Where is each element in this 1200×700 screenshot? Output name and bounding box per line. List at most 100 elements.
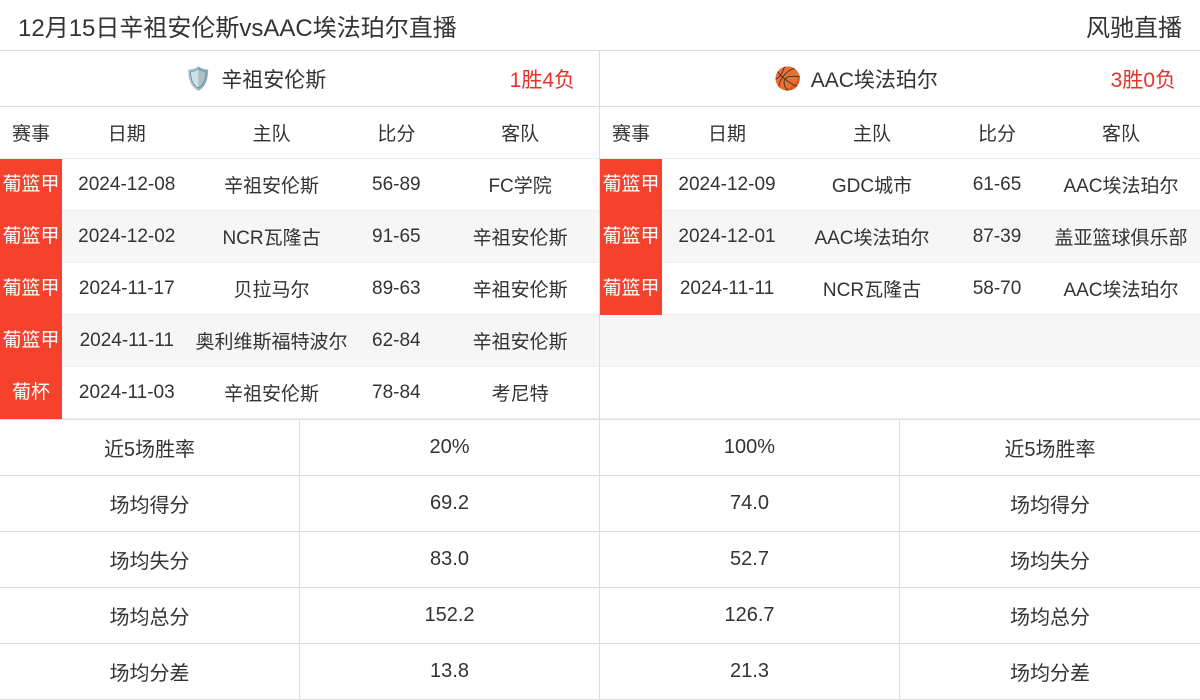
stat-row: 场均得分69.274.0场均得分 [0, 476, 1200, 532]
home-team: 辛祖安伦斯 [192, 379, 352, 406]
col-home: 主队 [192, 119, 352, 146]
stat-label-right: 场均失分 [900, 532, 1200, 588]
page-header: 12月15日辛祖安伦斯vsAAC埃法珀尔直播 风驰直播 [0, 0, 1200, 50]
table-row: 葡篮甲2024-11-11NCR瓦隆古58-70AAC埃法珀尔 [600, 263, 1200, 315]
brand-name: 风驰直播 [1086, 8, 1182, 43]
stat-label-left: 场均失分 [0, 532, 300, 588]
match-score: 58-70 [952, 278, 1042, 300]
right-table-header: 赛事 日期 主队 比分 客队 [600, 107, 1200, 159]
match-score: 89-63 [351, 278, 441, 300]
league-badge: 葡篮甲 [0, 211, 62, 263]
empty-row [600, 315, 1200, 367]
col-date: 日期 [62, 119, 192, 146]
stat-row: 近5场胜率20%100%近5场胜率 [0, 420, 1200, 476]
home-team: 奥利维斯福特波尔 [192, 327, 352, 354]
page-title: 12月15日辛祖安伦斯vsAAC埃法珀尔直播 [18, 8, 457, 43]
match-date: 2024-12-09 [662, 174, 792, 196]
away-team: AAC埃法珀尔 [1042, 171, 1200, 198]
stat-value-left: 20% [300, 420, 600, 476]
stats-table: 近5场胜率20%100%近5场胜率场均得分69.274.0场均得分场均失分83.… [0, 419, 1200, 700]
col-away: 客队 [1042, 119, 1200, 146]
col-home: 主队 [792, 119, 952, 146]
col-away: 客队 [441, 119, 599, 146]
match-date: 2024-12-08 [62, 174, 192, 196]
comparison-panel: 🛡️ 辛祖安伦斯 1胜4负 赛事 日期 主队 比分 客队 葡篮甲2024-12-… [0, 50, 1200, 419]
stat-row: 场均失分83.052.7场均失分 [0, 532, 1200, 588]
col-score: 比分 [351, 119, 441, 146]
league-badge: 葡篮甲 [600, 263, 662, 315]
stat-value-right: 21.3 [600, 644, 900, 700]
table-row: 葡篮甲2024-12-01AAC埃法珀尔87-39盖亚篮球俱乐部 [600, 211, 1200, 263]
stat-label-left: 场均总分 [0, 588, 300, 644]
stat-label-left: 场均得分 [0, 476, 300, 532]
league-badge: 葡篮甲 [0, 315, 62, 367]
stat-row: 场均分差13.821.3场均分差 [0, 644, 1200, 700]
match-date: 2024-12-01 [662, 226, 792, 248]
match-date: 2024-11-11 [62, 330, 192, 352]
left-team-header: 🛡️ 辛祖安伦斯 1胜4负 [0, 51, 599, 107]
match-date: 2024-11-11 [662, 278, 792, 300]
league-badge: 葡篮甲 [0, 263, 62, 315]
shield-icon: 🛡️ [183, 64, 213, 94]
away-team: 辛祖安伦斯 [441, 223, 599, 250]
stat-value-right: 52.7 [600, 532, 900, 588]
stat-label-left: 近5场胜率 [0, 420, 300, 476]
league-badge: 葡篮甲 [0, 159, 62, 211]
stat-value-left: 69.2 [300, 476, 600, 532]
away-team: 盖亚篮球俱乐部 [1042, 223, 1200, 250]
match-date: 2024-11-03 [62, 382, 192, 404]
match-score: 91-65 [351, 226, 441, 248]
table-row: 葡篮甲2024-12-08辛祖安伦斯56-89FC学院 [0, 159, 599, 211]
stat-label-right: 场均分差 [900, 644, 1200, 700]
match-score: 61-65 [952, 174, 1042, 196]
stat-value-right: 100% [600, 420, 900, 476]
home-team: AAC埃法珀尔 [792, 223, 952, 250]
stat-value-right: 126.7 [600, 588, 900, 644]
col-score: 比分 [952, 119, 1042, 146]
stat-value-left: 13.8 [300, 644, 600, 700]
stat-label-right: 场均总分 [900, 588, 1200, 644]
stat-value-right: 74.0 [600, 476, 900, 532]
away-team: FC学院 [441, 171, 599, 198]
table-row: 葡篮甲2024-12-09GDC城市61-65AAC埃法珀尔 [600, 159, 1200, 211]
right-team-name: AAC埃法珀尔 [811, 64, 938, 94]
stat-label-left: 场均分差 [0, 644, 300, 700]
home-team: GDC城市 [792, 171, 952, 198]
stat-row: 场均总分152.2126.7场均总分 [0, 588, 1200, 644]
right-team-header: 🏀 AAC埃法珀尔 3胜0负 [600, 51, 1200, 107]
match-score: 78-84 [351, 382, 441, 404]
match-score: 56-89 [351, 174, 441, 196]
left-team-name: 辛祖安伦斯 [221, 64, 326, 94]
table-row: 葡篮甲2024-11-17贝拉马尔89-63辛祖安伦斯 [0, 263, 599, 315]
home-team: NCR瓦隆古 [792, 275, 952, 302]
away-team: 辛祖安伦斯 [441, 327, 599, 354]
col-league: 赛事 [600, 119, 662, 146]
table-row: 葡篮甲2024-12-02NCR瓦隆古91-65辛祖安伦斯 [0, 211, 599, 263]
league-badge: 葡篮甲 [600, 211, 662, 263]
away-team: 辛祖安伦斯 [441, 275, 599, 302]
empty-row [600, 367, 1200, 419]
match-score: 62-84 [351, 330, 441, 352]
table-row: 葡杯2024-11-03辛祖安伦斯78-84考尼特 [0, 367, 599, 419]
match-date: 2024-12-02 [62, 226, 192, 248]
stat-label-right: 近5场胜率 [900, 420, 1200, 476]
home-team: 贝拉马尔 [192, 275, 352, 302]
left-table-header: 赛事 日期 主队 比分 客队 [0, 107, 599, 159]
home-team: 辛祖安伦斯 [192, 171, 352, 198]
home-team: NCR瓦隆古 [192, 223, 352, 250]
away-team: AAC埃法珀尔 [1042, 275, 1200, 302]
left-team-record: 1胜4负 [510, 64, 575, 94]
right-team-column: 🏀 AAC埃法珀尔 3胜0负 赛事 日期 主队 比分 客队 葡篮甲2024-12… [600, 51, 1200, 419]
right-team-record: 3胜0负 [1111, 64, 1176, 94]
left-rows-container: 葡篮甲2024-12-08辛祖安伦斯56-89FC学院葡篮甲2024-12-02… [0, 159, 599, 419]
right-rows-container: 葡篮甲2024-12-09GDC城市61-65AAC埃法珀尔葡篮甲2024-12… [600, 159, 1200, 419]
basketball-icon: 🏀 [773, 64, 803, 94]
match-date: 2024-11-17 [62, 278, 192, 300]
stat-value-left: 83.0 [300, 532, 600, 588]
left-team-column: 🛡️ 辛祖安伦斯 1胜4负 赛事 日期 主队 比分 客队 葡篮甲2024-12-… [0, 51, 600, 419]
stat-label-right: 场均得分 [900, 476, 1200, 532]
col-date: 日期 [662, 119, 792, 146]
stat-value-left: 152.2 [300, 588, 600, 644]
away-team: 考尼特 [441, 379, 599, 406]
table-row: 葡篮甲2024-11-11奥利维斯福特波尔62-84辛祖安伦斯 [0, 315, 599, 367]
